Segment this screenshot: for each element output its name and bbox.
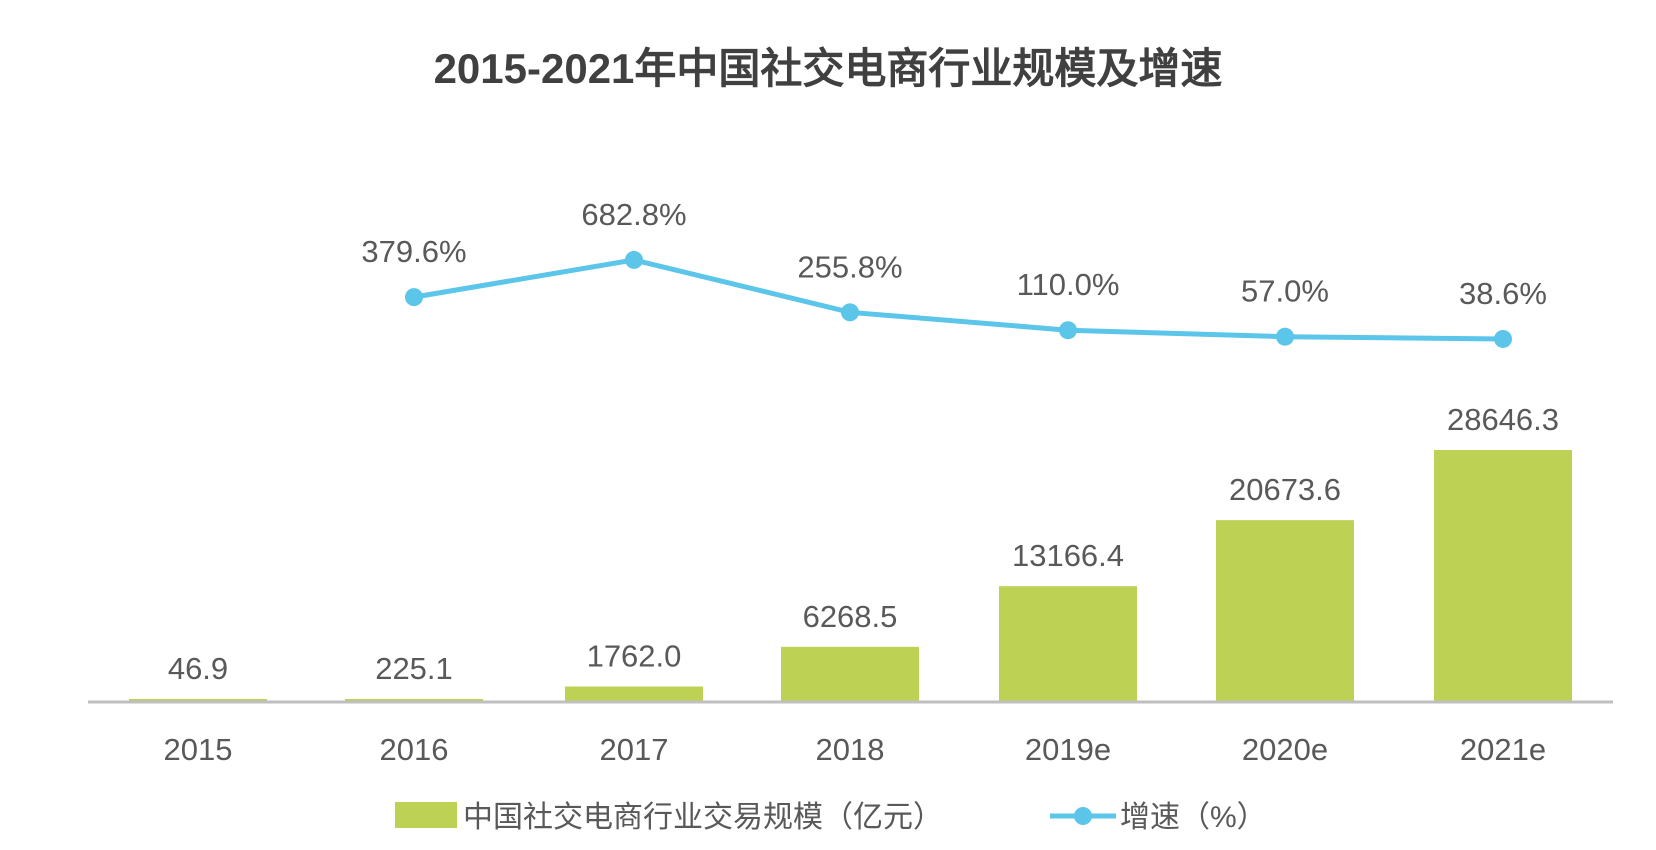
growth-value-label: 110.0% xyxy=(1017,267,1120,302)
x-tick-label: 2015 xyxy=(164,732,233,767)
x-tick-label: 2017 xyxy=(600,732,669,767)
bar-2018 xyxy=(781,646,919,702)
x-tick-label: 2020e xyxy=(1242,732,1328,767)
growth-value-label: 38.6% xyxy=(1459,276,1547,311)
x-tick-label: 2021e xyxy=(1460,732,1546,767)
growth-value-label: 255.8% xyxy=(797,249,902,284)
legend-line-label: 增速（%） xyxy=(1120,801,1267,834)
bar-2020e xyxy=(1216,520,1354,702)
growth-point-2017 xyxy=(625,250,643,269)
bar-value-label: 1762.0 xyxy=(587,638,682,673)
legend: 中国社交电商行业交易规模（亿元） 增速（%） xyxy=(395,801,1267,834)
growth-point-2020e xyxy=(1276,327,1294,346)
x-tick-label: 2019e xyxy=(1025,732,1111,767)
legend-bar-swatch xyxy=(395,802,457,828)
bar-value-label: 225.1 xyxy=(375,651,453,686)
growth-value-label: 682.8% xyxy=(581,197,686,232)
bar-value-label: 13166.4 xyxy=(1012,538,1124,573)
growth-point-2016 xyxy=(405,288,423,307)
bar-value-label: 20673.6 xyxy=(1229,472,1341,507)
growth-point-2021e xyxy=(1494,329,1512,348)
growth-line xyxy=(413,257,1504,342)
growth-value-label: 379.6% xyxy=(361,234,466,269)
bar-2019e xyxy=(999,586,1137,702)
x-tick-label: 2018 xyxy=(816,732,885,767)
growth-value-label: 57.0% xyxy=(1241,274,1329,309)
bar-value-label: 46.9 xyxy=(168,651,228,686)
bar-2017 xyxy=(565,686,703,702)
growth-point-2019e xyxy=(1059,321,1077,340)
legend-line-marker xyxy=(1074,807,1092,825)
bar-value-label: 28646.3 xyxy=(1447,402,1559,437)
bar-2021e xyxy=(1434,450,1572,702)
legend-bar-label: 中国社交电商行业交易规模（亿元） xyxy=(463,801,943,834)
growth-point-2018 xyxy=(841,303,859,322)
chart-title: 2015-2021年中国社交电商行业规模及增速 xyxy=(434,45,1223,92)
x-tick-label: 2016 xyxy=(380,732,449,767)
bar-value-label: 6268.5 xyxy=(803,599,898,634)
